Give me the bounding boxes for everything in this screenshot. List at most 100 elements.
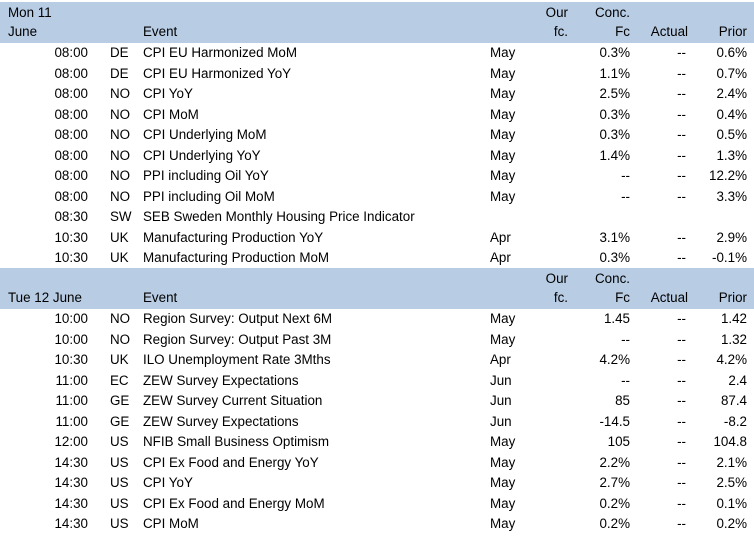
prior-cell: 0.6% — [716, 45, 747, 60]
table-row: 08:00 NO CPI YoY May 2.5% -- 2.4% — [0, 84, 754, 105]
time-cell: 08:00 — [54, 127, 88, 142]
prior-cell: 2.4% — [716, 86, 747, 101]
header-conc-fc-bottom: Fc — [615, 290, 630, 305]
actual-cell: -- — [677, 168, 686, 183]
time-cell: 08:00 — [54, 86, 88, 101]
consensus-forecast-cell: 0.2% — [599, 516, 630, 531]
period-cell: Apr — [490, 352, 511, 367]
actual-cell: -- — [677, 127, 686, 142]
period-cell: May — [490, 45, 516, 60]
day-header-row: Our Conc. Tue 12 June Event fc. Fc Actual Prior — [0, 268, 754, 309]
event-cell: PPI including Oil YoY — [143, 168, 269, 183]
prior-cell: -8.2 — [723, 413, 747, 429]
period-cell: May — [490, 86, 516, 101]
country-cell: US — [110, 516, 129, 531]
consensus-forecast-cell: 2.5% — [599, 86, 630, 101]
time-cell: 08:00 — [54, 188, 88, 204]
country-cell: NO — [110, 188, 131, 204]
actual-cell: -- — [677, 147, 686, 163]
day-date-bottom: June — [8, 24, 38, 39]
prior-cell: 1.32 — [720, 331, 747, 347]
country-cell: DE — [110, 45, 129, 60]
time-cell: 10:30 — [54, 229, 88, 245]
period-cell: May — [490, 147, 516, 163]
event-cell: Manufacturing Production YoY — [143, 229, 324, 245]
period-cell: May — [490, 475, 516, 490]
day-header-row: Mon 11 Our Conc. June Event fc. Fc Actual Prior — [0, 2, 754, 43]
period-cell: May — [490, 188, 516, 204]
actual-cell: -- — [677, 372, 686, 388]
time-cell: 10:30 — [54, 352, 88, 367]
prior-cell: 1.42 — [720, 311, 747, 326]
table-row: 08:00 DE CPI EU Harmonized YoY May 1.1% -- 0.7… — [0, 64, 754, 85]
prior-cell: 104.8 — [713, 434, 747, 449]
country-cell: DE — [110, 65, 129, 81]
actual-cell: -- — [677, 250, 686, 265]
time-cell: 08:00 — [54, 65, 88, 81]
table-row: 12:00 US NFIB Small Business Optimism May 10… — [0, 432, 754, 453]
actual-cell: -- — [677, 188, 686, 204]
period-cell: May — [490, 65, 516, 81]
header-event: Event — [143, 24, 178, 39]
event-cell: CPI EU Harmonized MoM — [143, 45, 298, 60]
event-cell: SEB Sweden Monthly Housing Price Indicat… — [143, 209, 415, 224]
prior-cell: 12.2% — [709, 168, 747, 183]
header-actual: Actual — [650, 290, 688, 305]
country-cell: GE — [110, 413, 130, 429]
consensus-forecast-cell: 85 — [615, 393, 630, 408]
table-row: 10:30 UK Manufacturing Production YoY Apr 3.… — [0, 228, 754, 249]
event-cell: CPI YoY — [143, 475, 193, 490]
actual-cell: -- — [677, 331, 686, 347]
country-cell: GE — [110, 393, 130, 408]
table-row: 10:00 NO Region Survey: Output Past 3M May -… — [0, 330, 754, 351]
prior-cell: 0.5% — [716, 127, 747, 142]
country-cell: UK — [110, 250, 129, 265]
consensus-forecast-cell: 0.3% — [599, 250, 630, 265]
table-row: 11:00 GE ZEW Survey Current Situation Jun 85… — [0, 391, 754, 412]
time-cell: 10:00 — [54, 331, 88, 347]
actual-cell: -- — [677, 45, 686, 60]
country-cell: US — [110, 434, 129, 449]
event-cell: ZEW Survey Current Situation — [143, 393, 323, 408]
time-cell: 10:00 — [54, 311, 88, 326]
day-date-bottom: Tue 12 June — [8, 290, 82, 305]
time-cell: 08:00 — [54, 45, 88, 60]
country-cell: NO — [110, 86, 131, 101]
event-cell: CPI EU Harmonized YoY — [143, 65, 292, 81]
actual-cell: -- — [677, 475, 686, 490]
header-prior: Prior — [718, 290, 747, 305]
consensus-forecast-cell: 2.2% — [599, 454, 630, 470]
country-cell: NO — [110, 311, 131, 326]
consensus-forecast-cell: 2.7% — [599, 475, 630, 490]
time-cell: 11:00 — [55, 372, 88, 388]
time-cell: 11:00 — [55, 413, 88, 429]
table-row: 10:00 NO Region Survey: Output Next 6M May 1… — [0, 309, 754, 330]
prior-cell: 2.9% — [716, 229, 747, 245]
header-conc-fc-top: Conc. — [595, 5, 630, 20]
consensus-forecast-cell: 0.3% — [599, 45, 630, 60]
table-row: 11:00 EC ZEW Survey Expectations Jun -- -- 2.4 — [0, 371, 754, 392]
table-row: 10:30 UK Manufacturing Production MoM Apr 0.… — [0, 248, 754, 269]
day-date-top: Mon 11 — [8, 5, 52, 20]
time-cell: 08:00 — [54, 168, 88, 183]
event-cell: NFIB Small Business Optimism — [143, 434, 330, 449]
period-cell: Jun — [490, 413, 512, 429]
period-cell: Jun — [490, 372, 512, 388]
table-row: 08:00 NO CPI MoM May 0.3% -- 0.4% — [0, 105, 754, 126]
period-cell: May — [490, 127, 516, 142]
table-row: 14:30 US CPI YoY May 2.7% -- 2.5% — [0, 473, 754, 494]
actual-cell: -- — [677, 454, 686, 470]
actual-cell: -- — [677, 393, 686, 408]
event-cell: ZEW Survey Expectations — [143, 372, 299, 388]
time-cell: 08:00 — [54, 147, 88, 163]
header-our-fc-bottom: fc. — [553, 290, 568, 305]
country-cell: UK — [110, 352, 129, 367]
period-cell: Apr — [490, 229, 511, 245]
table-row: 10:30 UK ILO Unemployment Rate 3Mths Apr 4.2… — [0, 350, 754, 371]
consensus-forecast-cell: -14.5 — [599, 413, 630, 429]
header-our-fc-bottom: fc. — [553, 24, 568, 39]
prior-cell: 87.4 — [720, 393, 747, 408]
prior-cell: 2.4 — [728, 372, 747, 388]
actual-cell: -- — [677, 229, 686, 245]
table-row: 08:00 NO CPI Underlying YoY May 1.4% -- 1.3% — [0, 146, 754, 167]
